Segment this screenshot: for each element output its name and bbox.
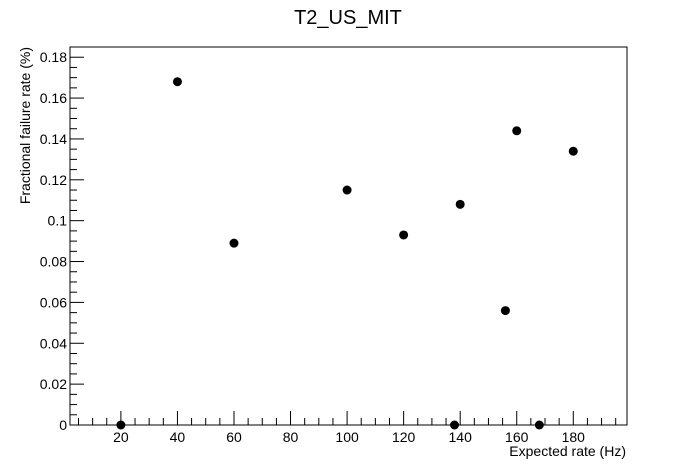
data-point (172, 77, 182, 87)
y-tick-label: 0.1 (48, 213, 68, 229)
y-tick-label: 0.12 (40, 172, 67, 188)
data-point (568, 146, 578, 156)
x-tick-label: 140 (449, 429, 473, 445)
data-point (455, 199, 465, 209)
x-tick-label: 160 (505, 429, 529, 445)
x-tick-label: 120 (392, 429, 416, 445)
x-tick-label: 80 (283, 429, 299, 445)
data-point (512, 126, 522, 136)
y-tick-label: 0.16 (40, 90, 67, 106)
x-tick-label: 40 (170, 429, 186, 445)
data-point (500, 306, 510, 316)
data-point (534, 420, 544, 430)
data-point (229, 238, 239, 248)
x-axis-ticks: 20 40 60 80 100 120 140 160 180 (77, 411, 617, 445)
x-axis-label: Expected rate (Hz) (509, 443, 626, 459)
x-tick-label: 180 (562, 429, 586, 445)
plot-axes (69, 46, 628, 426)
y-tick-label: 0.02 (40, 376, 67, 392)
y-tick-label: 0.18 (40, 49, 67, 65)
data-point (450, 420, 460, 430)
y-tick-label: 0.08 (40, 254, 67, 270)
x-tick-label: 60 (226, 429, 242, 445)
y-tick-label: 0.04 (40, 335, 67, 351)
plot-frame (69, 46, 628, 426)
y-axis-label: Fractional failure rate (%) (17, 47, 33, 204)
y-tick-label: 0.14 (40, 131, 67, 147)
y-tick-label: 0 (59, 417, 67, 433)
x-tick-label: 100 (335, 429, 359, 445)
data-points (116, 77, 578, 430)
data-point (399, 230, 409, 240)
y-axis-ticks: 0 0.02 0.04 0.06 0.08 0.1 0.12 0.14 0.16 0.18 (40, 46, 84, 433)
chart-title: T2_US_MIT (294, 7, 402, 29)
data-point (342, 185, 352, 195)
y-tick-label: 0.06 (40, 294, 67, 310)
data-point (116, 420, 126, 430)
x-tick-label: 20 (113, 429, 129, 445)
